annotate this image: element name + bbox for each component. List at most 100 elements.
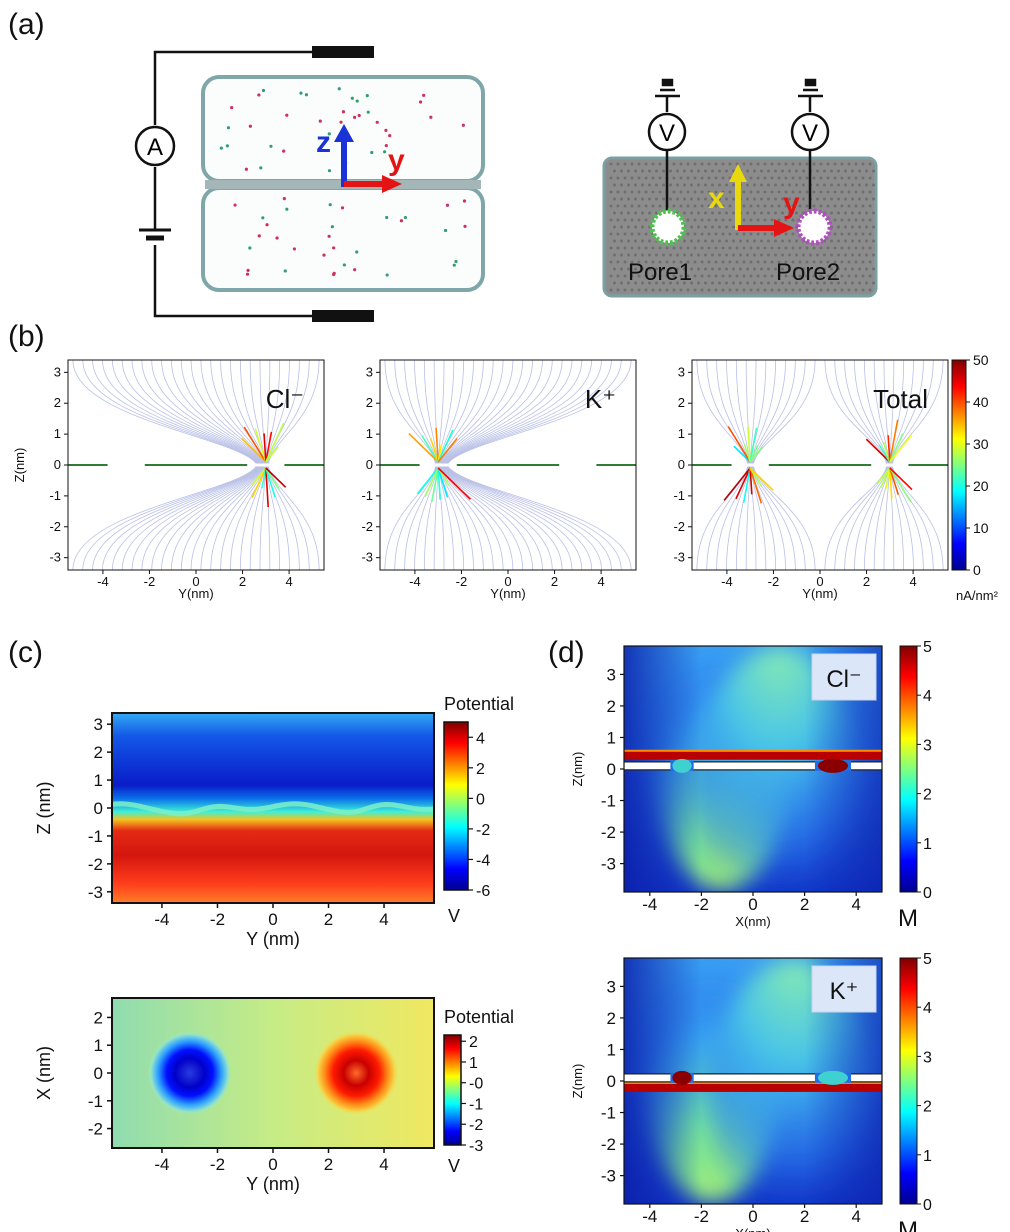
y-tick-label: 1 — [607, 728, 616, 747]
flux-line — [889, 434, 913, 463]
voltmeter-2 — [790, 78, 830, 210]
flux-line — [437, 467, 449, 498]
x-tick-label: 4 — [379, 1155, 388, 1174]
y-tick-label: 3 — [366, 364, 373, 379]
streamline — [161, 466, 261, 571]
streamlines — [384, 359, 632, 571]
x-tick-label: 0 — [748, 1207, 757, 1226]
panel-label-c: (c) — [8, 636, 43, 669]
streamline — [82, 359, 257, 464]
concentration-panel-d: Cl⁻-4 -2 0 2 43210-1-2-3X(nm)Z(nm)543210MK⁺-… — [570, 640, 932, 1232]
x-tick-label: 4 — [285, 574, 292, 589]
colorbar-tick-label: 2 — [469, 1034, 478, 1051]
y-tick-label: 1 — [607, 1040, 616, 1059]
axis-y-label: y — [388, 144, 405, 177]
flux-line — [241, 438, 267, 463]
colorbar-tick-label: 0 — [923, 1197, 932, 1214]
streamline-plot-b2: -4 -2 0 2 4 -3 -2 -1 0 1 2 3 Y(nm) K⁺ — [361, 359, 637, 601]
bottom-electrode — [312, 310, 374, 322]
x-axis-label: Y (nm) — [246, 929, 300, 949]
y-tick-label: 0 — [54, 457, 61, 472]
streamline — [442, 359, 534, 464]
flux-line — [265, 467, 270, 508]
y-tick-label: 0 — [366, 457, 373, 472]
colorbar-tick-label: 20 — [973, 478, 989, 494]
streamline — [121, 466, 259, 571]
flux-line — [265, 467, 276, 498]
potential-map-yz: -4 -2 0 2 4 -3 -2 -1 0 1 2 3 Y (nm) Z (nm) — [34, 712, 435, 949]
y-axis-label: Z(nm) — [12, 448, 27, 483]
colorbar-b: 0 10 20 30 40 50 nA/nm² — [951, 352, 999, 603]
x-tick-label: -2 — [694, 895, 709, 914]
flux-line — [243, 426, 267, 463]
colorbar-c1: Potential 4 2 0 -2 -4 -6 V — [443, 694, 514, 926]
streamline — [446, 359, 612, 464]
colorbar-tick-label: 50 — [973, 352, 989, 368]
flux-line — [749, 446, 764, 463]
y-tick-label: -2 — [673, 519, 685, 534]
y-tick-label: -3 — [361, 550, 373, 565]
y-tick-label: -3 — [49, 550, 61, 565]
colorbar-tick-label: 0 — [476, 791, 485, 808]
streamline — [745, 466, 751, 571]
streamline — [443, 466, 543, 571]
streamline — [443, 359, 543, 464]
streamline — [445, 359, 593, 464]
streamline — [442, 466, 524, 571]
colorbar-tick-label: 4 — [476, 730, 485, 747]
y-tick-label: 0 — [678, 457, 685, 472]
streamline — [384, 359, 436, 464]
pore2-marker — [795, 208, 833, 246]
y-tick-label: 0 — [607, 1072, 616, 1091]
streamline — [92, 359, 258, 464]
streamline — [141, 466, 260, 571]
x-axis-label: Y(nm) — [178, 586, 213, 601]
flux-line — [865, 438, 891, 463]
ion-accumulation-layer — [624, 751, 882, 760]
flux-line — [879, 467, 891, 489]
colorbar-tick-label: 2 — [923, 1099, 932, 1116]
x-tick-label: -2 — [210, 1155, 225, 1174]
y-tick-label: 2 — [366, 395, 373, 410]
streamline — [180, 466, 262, 571]
x-tick-label: 0 — [816, 574, 823, 589]
streamline — [170, 359, 262, 464]
streamline — [444, 466, 563, 571]
y-tick-label: -3 — [601, 1167, 616, 1186]
flux-line — [254, 428, 267, 463]
membrane-atoms — [609, 162, 875, 292]
streamline — [447, 466, 632, 571]
streamline — [443, 466, 553, 571]
y-tick-label: 1 — [678, 426, 685, 441]
streamline — [161, 359, 261, 464]
pore2-label: Pore2 — [776, 259, 840, 286]
x-tick-label: 0 — [268, 1155, 277, 1174]
y-tick-label: -3 — [673, 550, 685, 565]
x-tick-label: 4 — [851, 895, 860, 914]
streamline — [151, 466, 261, 571]
flux-line — [408, 432, 439, 463]
colorbar-tick-label: -2 — [476, 822, 490, 839]
flux-line — [265, 446, 279, 463]
streamline — [446, 466, 602, 571]
x-tick-label: -4 — [97, 574, 109, 589]
x-axis-label: Y (nm) — [246, 1174, 300, 1194]
y-tick-label: 2 — [94, 1008, 103, 1027]
flux-line — [742, 467, 751, 503]
membrane — [624, 1073, 882, 1082]
flux-line — [437, 467, 450, 486]
colorbar-tick-label: -3 — [469, 1138, 483, 1155]
flux-line — [889, 467, 893, 499]
flux-line — [265, 431, 273, 463]
streamline — [200, 466, 263, 571]
y-tick-label: 0 — [94, 1064, 103, 1083]
flux-line — [416, 467, 439, 495]
y-tick-label: 3 — [54, 364, 61, 379]
streamline — [433, 466, 439, 571]
streamline — [72, 466, 257, 571]
x-tick-label: 4 — [909, 574, 916, 589]
flux-line — [749, 467, 763, 504]
streamline — [445, 359, 583, 464]
x-tick-label: 2 — [551, 574, 558, 589]
colorbar-b-unit: nA/nm² — [956, 588, 999, 603]
